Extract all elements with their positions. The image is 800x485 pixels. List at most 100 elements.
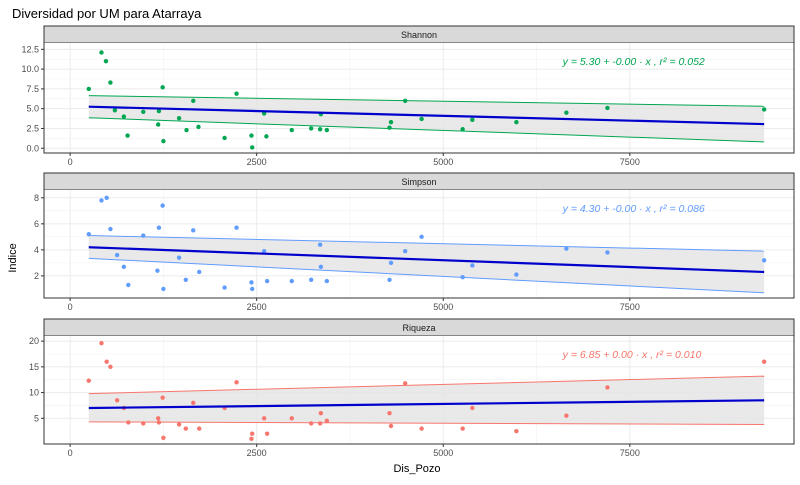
data-point-riqueza [176, 422, 182, 427]
y-tick-label: 2 [34, 271, 39, 281]
data-point-simpson [191, 228, 196, 233]
data-point-shannon [249, 133, 254, 138]
x-tick-label: 2500 [247, 302, 267, 312]
data-point-shannon [761, 107, 767, 112]
data-point-riqueza [761, 359, 767, 364]
data-point-simpson [318, 264, 324, 269]
data-point-simpson [289, 278, 294, 284]
data-point-riqueza [234, 380, 239, 385]
strip-label-shannon: Shannon [401, 30, 437, 40]
data-point-shannon [514, 119, 519, 125]
band-upper-shannon [88, 95, 765, 107]
data-point-simpson [470, 263, 475, 268]
data-point-simpson [387, 277, 392, 282]
data-point-riqueza [155, 416, 161, 421]
panel-shannon: Shannon 0 2500 5000 7500 0.0 2.5 5.0 7.5 10.0 12.5… [21, 25, 795, 167]
data-point-riqueza [183, 426, 188, 431]
x-tick-label: 5000 [433, 157, 453, 167]
data-point-shannon [460, 127, 465, 132]
data-point-shannon [388, 119, 394, 125]
data-point-simpson [104, 195, 109, 201]
data-point-shannon [324, 127, 330, 133]
panel-simpson: Simpson 0 2500 5000 7500 2 4 6 8 y = 4.30 + -0.00… [34, 172, 795, 312]
data-point-simpson [234, 225, 239, 230]
data-point-riqueza [249, 436, 254, 442]
data-point-simpson [261, 248, 267, 254]
panel-border-simpson [43, 172, 795, 299]
data-point-riqueza [141, 421, 146, 426]
data-point-simpson [564, 246, 569, 251]
strip-label-riqueza: Riqueza [402, 323, 435, 333]
confidence-band-simpson [88, 235, 765, 293]
x-tick-label: 5000 [433, 302, 453, 312]
x-tick-label: 5000 [433, 448, 453, 458]
chart-title: Diversidad por UM para Atarraya [12, 6, 202, 21]
data-point-shannon [564, 110, 569, 115]
data-point-shannon [121, 114, 127, 119]
y-tick-label: 20 [29, 336, 39, 346]
data-point-riqueza [605, 385, 610, 390]
data-point-shannon [470, 117, 475, 122]
data-point-shannon [155, 122, 161, 127]
data-point-riqueza [564, 413, 569, 418]
strip-label-simpson: Simpson [401, 177, 436, 187]
data-point-simpson [126, 282, 131, 288]
y-tick-label: 0.0 [26, 143, 39, 153]
equation-label-shannon: y = 5.30 + -0.00 · x , r² = 0.052 [562, 56, 705, 68]
data-point-simpson [419, 234, 424, 240]
data-point-riqueza [308, 421, 314, 426]
data-point-riqueza [250, 431, 255, 436]
data-point-simpson [197, 269, 202, 275]
data-point-simpson [761, 258, 767, 263]
data-point-simpson [183, 277, 188, 282]
y-tick-label: 8 [34, 193, 39, 203]
x-tick-label: 2500 [247, 448, 267, 458]
data-point-riqueza [470, 405, 475, 411]
x-tick-label: 7500 [620, 302, 640, 312]
x-tick-label: 0 [68, 157, 73, 167]
data-point-shannon [191, 98, 196, 103]
data-point-shannon [605, 105, 610, 111]
data-point-riqueza [160, 395, 165, 400]
data-point-simpson [460, 274, 465, 280]
data-point-riqueza [108, 364, 113, 370]
data-point-shannon [99, 50, 104, 55]
data-point-riqueza [86, 378, 91, 383]
y-tick-label: 2.5 [26, 123, 39, 133]
data-point-simpson [324, 278, 330, 284]
data-point-riqueza [114, 398, 120, 403]
confidence-band-shannon [88, 95, 765, 142]
data-point-simpson [86, 232, 91, 237]
data-point-simpson [308, 277, 314, 282]
data-point-simpson [317, 242, 323, 247]
data-point-shannon [289, 127, 294, 133]
band-upper-riqueza [88, 375, 765, 395]
data-point-riqueza [289, 416, 294, 421]
data-point-shannon [108, 80, 113, 85]
data-point-riqueza [317, 421, 323, 426]
data-point-simpson [250, 286, 255, 292]
data-point-shannon [234, 91, 239, 96]
regression-line-riqueza [88, 399, 765, 410]
data-point-riqueza [261, 416, 267, 421]
data-point-shannon [112, 108, 118, 113]
x-tick-label: 0 [68, 448, 73, 458]
data-point-riqueza [156, 420, 162, 425]
x-tick-label: 7500 [620, 157, 640, 167]
y-tick-label: 6 [34, 219, 39, 229]
data-point-simpson [222, 285, 227, 290]
data-point-shannon [308, 126, 314, 131]
data-point-shannon [222, 135, 227, 141]
data-point-simpson [141, 233, 146, 238]
data-point-simpson [156, 225, 162, 230]
data-point-simpson [99, 198, 104, 203]
data-point-simpson [176, 255, 182, 260]
data-point-riqueza [318, 410, 324, 416]
data-point-riqueza [402, 381, 408, 386]
panel-border-shannon [43, 25, 795, 154]
data-point-riqueza [514, 428, 519, 434]
data-point-riqueza [388, 423, 394, 429]
data-point-shannon [161, 138, 166, 144]
